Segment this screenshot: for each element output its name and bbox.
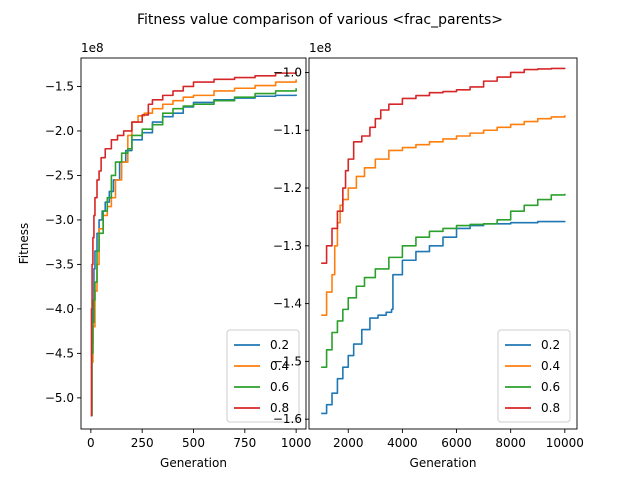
left-y-axis-label: Fitness [17, 223, 31, 265]
left-y-tick-label: −1.5 [45, 79, 74, 93]
left-x-tick-label: 500 [182, 436, 205, 450]
right-series-line-0-8 [321, 67, 566, 264]
right-offset-label: 1e8 [309, 41, 332, 55]
right-legend-entry: 0.6 [541, 380, 560, 394]
right-x-axis-label: Generation [410, 456, 477, 470]
left-y-tick-label: −3.5 [45, 257, 74, 271]
right-y-tick-label: −1.2 [273, 181, 302, 195]
right-legend-entry: 0.2 [541, 338, 560, 352]
right-axes-frame [308, 57, 578, 430]
left-x-axis-label: Generation [160, 456, 227, 470]
left-x-tick-label: 0 [87, 436, 95, 450]
right-x-tick-label: 10000 [546, 436, 584, 450]
left-legend-entry: 0.8 [270, 401, 289, 415]
right-series-line-0-2 [321, 220, 566, 415]
left-y-tick-label: −4.5 [45, 346, 74, 360]
right-x-tick-label: 6000 [441, 436, 472, 450]
right-y-tick-label: −1.5 [273, 354, 302, 368]
left-legend-entry: 0.6 [270, 380, 289, 394]
left-y-tick-label: −3.0 [45, 213, 74, 227]
left-x-tick-label: 750 [233, 436, 256, 450]
right-y-tick-label: −1.0 [273, 65, 302, 79]
right-x-tick-label: 8000 [495, 436, 526, 450]
left-y-tick-label: −5.0 [45, 391, 74, 405]
left-legend-entry: 0.2 [270, 338, 289, 352]
left-y-tick-label: −4.0 [45, 302, 74, 316]
right-x-tick-label: 2000 [333, 436, 364, 450]
right-series-line-0-6 [321, 193, 566, 368]
left-series-line-0-6 [90, 88, 297, 417]
right-y-tick-label: −1.6 [273, 412, 302, 426]
left-x-tick-label: 250 [131, 436, 154, 450]
left-legend-entry: 0.4 [270, 359, 289, 373]
left-y-tick-label: −2.0 [45, 124, 74, 138]
left-offset-label: 1e8 [81, 41, 104, 55]
left-y-tick-label: −2.5 [45, 168, 74, 182]
right-x-tick-label: 4000 [387, 436, 418, 450]
left-x-tick-label: 1000 [281, 436, 312, 450]
left-series-line-0-8 [90, 71, 297, 417]
right-legend-entry: 0.8 [541, 401, 560, 415]
left-plot-panel: 0 250 500 750 1000 −5.0 −4.5 −4.0 −3.5 −3.0 −2.5 −2… [17, 41, 311, 470]
right-y-tick-label: −1.3 [273, 239, 302, 253]
right-y-tick-label: −1.4 [273, 297, 302, 311]
chart-title: Fitness value comparison of various <fra… [137, 12, 503, 28]
right-plot-panel: 2000 4000 6000 8000 10000 −1.6 −1.5 −1.4 −1.3 −1.… [273, 41, 584, 470]
right-series-line-0-4 [321, 115, 566, 316]
left-legend: 0.2 0.4 0.6 0.8 [226, 329, 300, 423]
left-series-line-0-2 [90, 94, 297, 417]
right-y-tick-label: −1.1 [273, 123, 302, 137]
right-legend-entry: 0.4 [541, 359, 560, 373]
right-legend: 0.2 0.4 0.6 0.8 [497, 329, 571, 423]
